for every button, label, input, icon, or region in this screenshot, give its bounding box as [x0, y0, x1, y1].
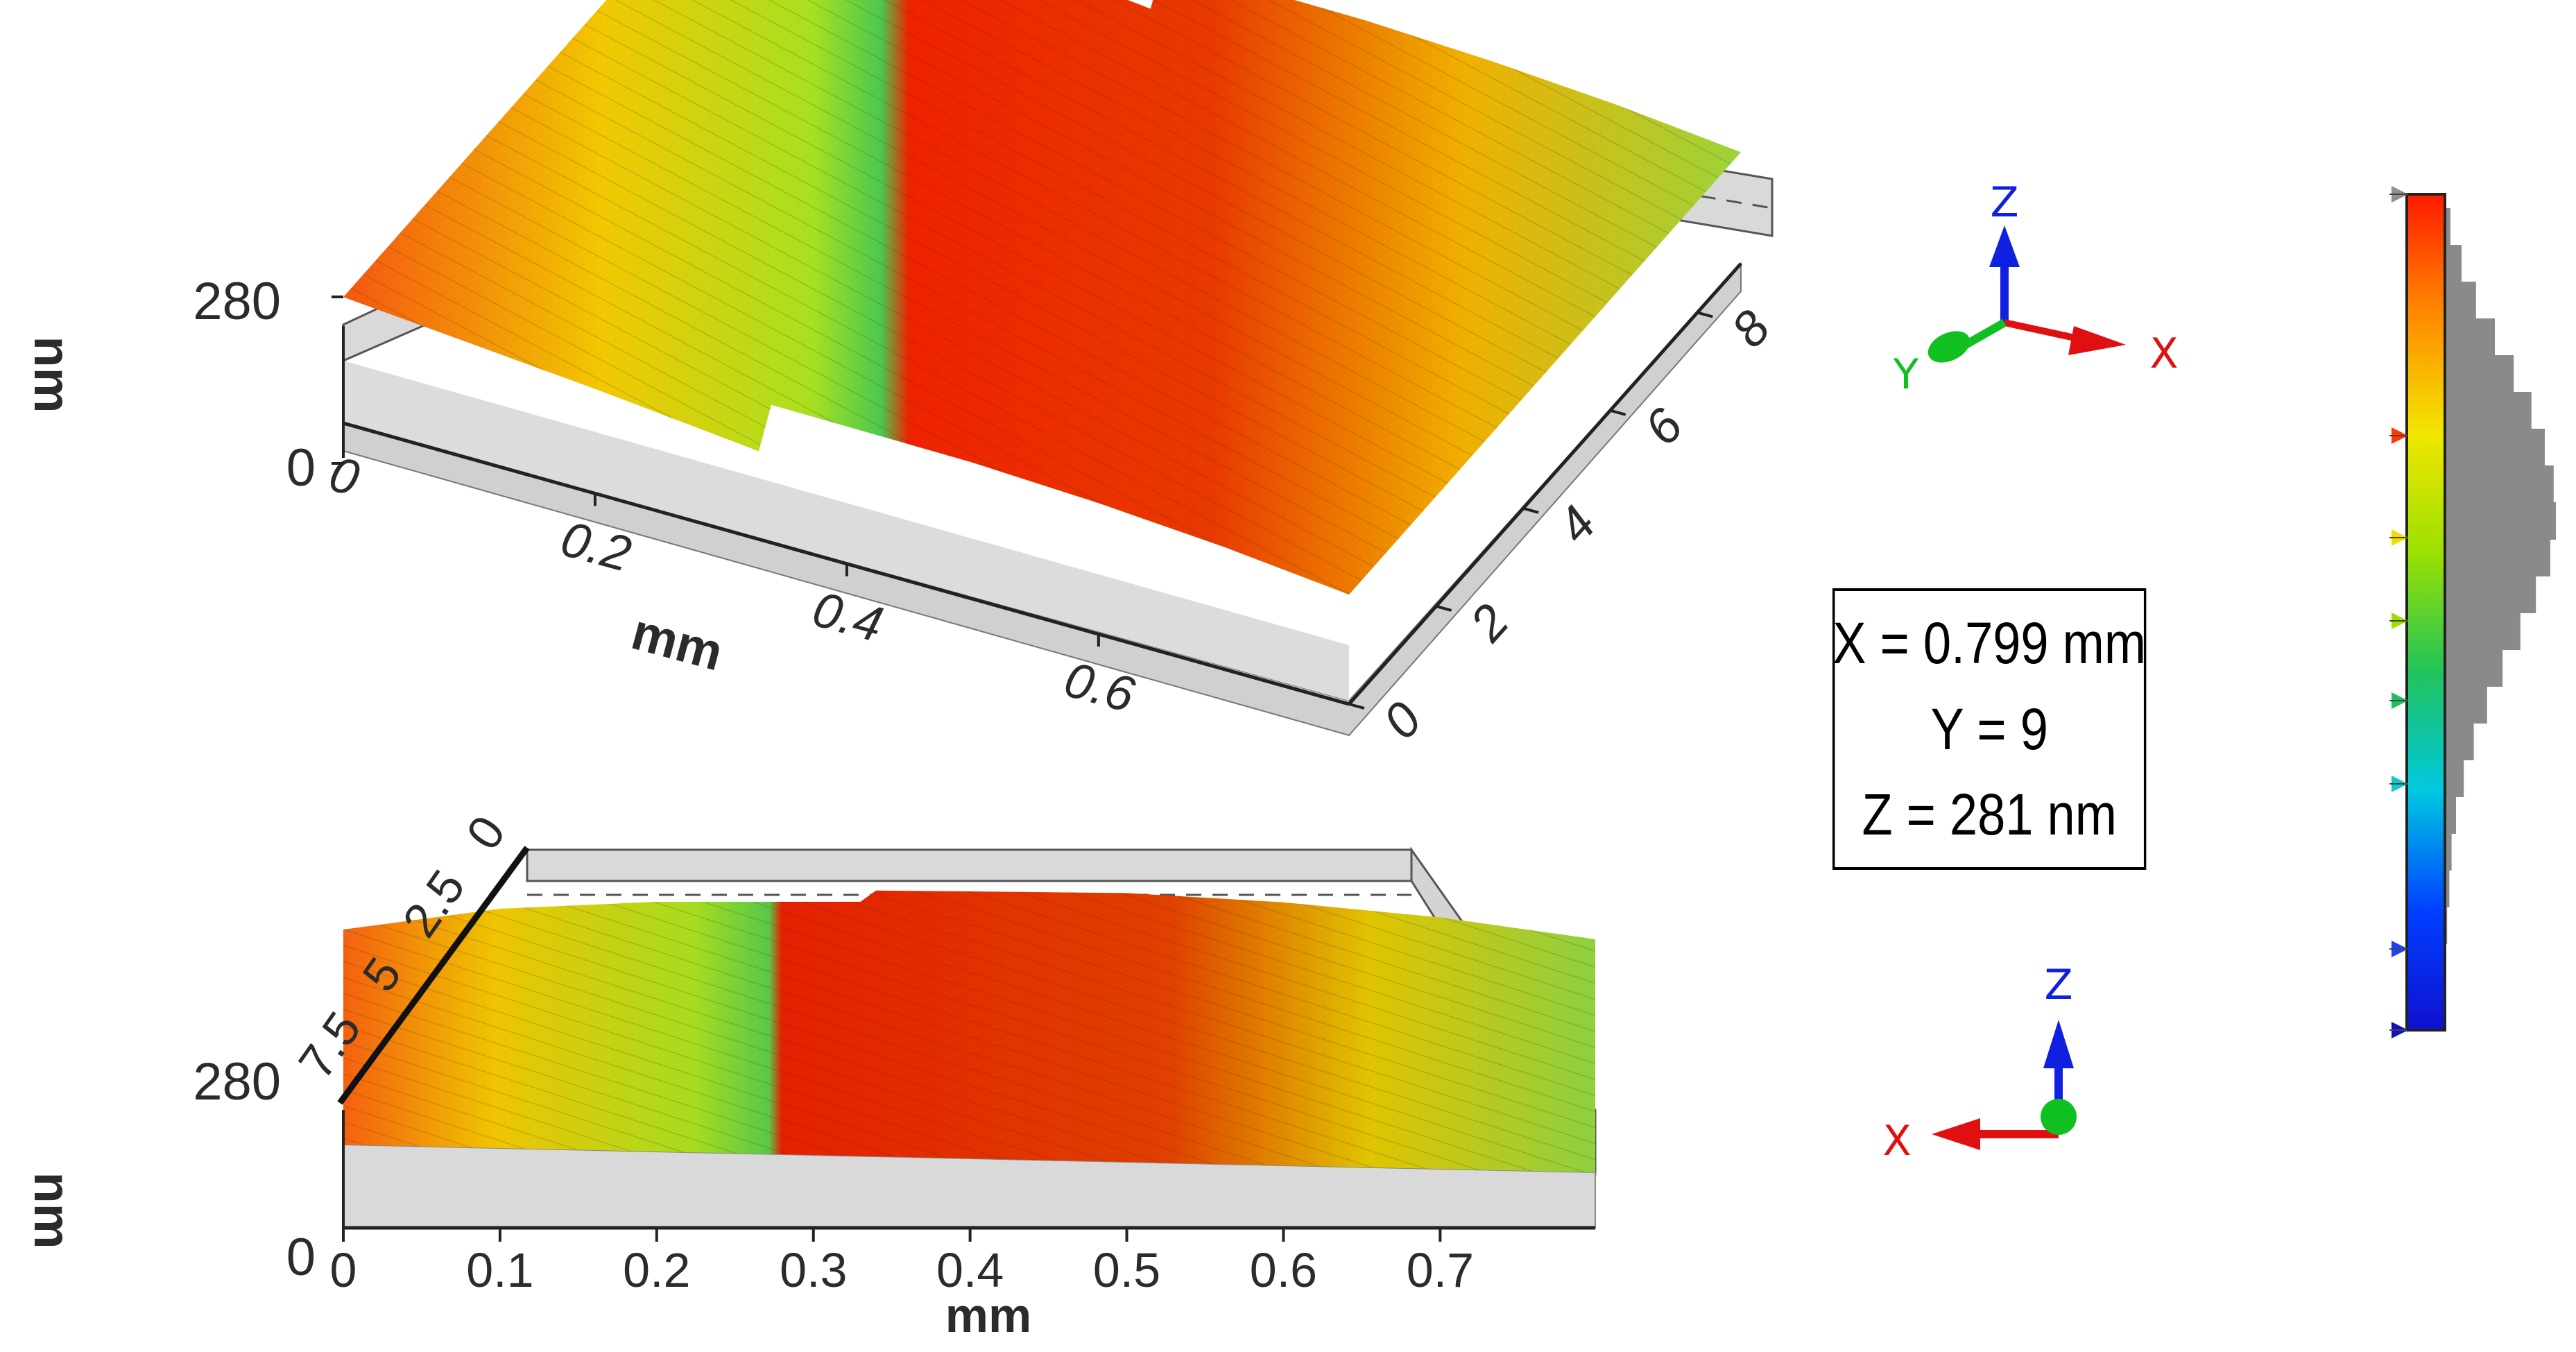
y-axis-line-front [337, 846, 530, 1105]
front-x-tick-label: 0.3 [780, 1243, 847, 1297]
histogram-bar [2445, 355, 2514, 393]
histogram-bar [2445, 429, 2545, 466]
front-x-tick-label: 0.7 [1407, 1243, 1474, 1297]
cursor-readout: X = 0.799 mm Y = 9 Z = 281 nm [1832, 588, 2147, 870]
iso-y-tick-label: 6 [1634, 397, 1694, 456]
z-ticks-isometric: 0 280 [193, 272, 343, 497]
colorbar-bar [2405, 193, 2446, 1032]
indicator-x-arrowhead [2068, 326, 2126, 355]
iso-x-tick-label: 0 [324, 446, 365, 507]
front-y-tick-label: 0 [456, 806, 515, 859]
front-z-tick-label: 280 [193, 1052, 281, 1111]
histogram-bar [2445, 796, 2456, 834]
colorbar-markers [2389, 186, 2408, 1038]
front-x-tick-label: 0.5 [1093, 1243, 1160, 1297]
front-indicator-y-dot [2041, 1099, 2077, 1135]
iso-z-tick-label: 0 [286, 438, 316, 497]
histogram-bar [2445, 208, 2450, 246]
histogram-bar [2445, 723, 2474, 760]
front-indicator-z-arrowhead [2043, 1020, 2074, 1068]
base-front-face [343, 361, 1349, 701]
histogram-bar [2445, 870, 2450, 907]
height-surface-texture [343, 0, 1741, 595]
back-wall-front [526, 848, 1413, 882]
front-x-tick-label: 0 [330, 1243, 357, 1297]
histogram-bar [2445, 502, 2556, 540]
histogram-bar [2445, 760, 2464, 797]
height-histogram [2445, 208, 2556, 944]
indicator-x-label: X [2149, 330, 2178, 378]
histogram-bar [2445, 465, 2554, 503]
histogram-bar [2445, 245, 2462, 282]
x-ticks-front: 0 0.1 0.2 0.3 0.4 0.5 0.6 0.7 [330, 1228, 1474, 1297]
front-x-tick-label: 0.2 [623, 1243, 690, 1297]
iso-y-tick-mark [1348, 703, 1365, 710]
x-axis-label-front: mm [945, 1288, 1031, 1342]
colorbar [2389, 186, 2556, 1038]
z-ticks-front: 0 280 [193, 1052, 316, 1287]
front-indicator-x-label: X [1882, 1117, 1911, 1165]
iso-y-tick-label: 0 [1373, 692, 1432, 749]
front-indicator-x-arrowhead [1932, 1118, 1980, 1150]
indicator-y-head [1927, 331, 1970, 363]
cursor-x: X = 0.799 mm [1832, 610, 2147, 676]
iso-y-tick-mark [1610, 409, 1626, 416]
front-indicator-z-label: Z [2044, 961, 2072, 1009]
axis-indicator-isometric: Z X Y [1893, 178, 2179, 399]
cursor-z: Z = 281 nm [1862, 782, 2117, 848]
x-axis-label-iso: mm [626, 602, 729, 681]
indicator-z-label: Z [1990, 178, 2018, 227]
indicator-y-label: Y [1893, 350, 1919, 399]
histogram-bar [2445, 392, 2532, 429]
histogram-bar [2445, 318, 2495, 356]
histogram-bar [2445, 282, 2476, 319]
iso-y-tick-label: 8 [1721, 300, 1780, 358]
front-x-tick-label: 0.4 [936, 1243, 1004, 1297]
histogram-bar [2445, 833, 2452, 871]
iso-y-tick-label: 4 [1547, 496, 1606, 554]
histogram-bar [2445, 686, 2487, 724]
indicator-x-shaft [2003, 319, 2086, 343]
cursor-y: Y = 9 [1930, 696, 2048, 762]
front-x-tick-label: 0.6 [1250, 1243, 1317, 1297]
front-z-tick-label: 0 [286, 1228, 316, 1287]
axis-indicator-front: Z X [1882, 961, 2077, 1165]
y-axis-line [1348, 262, 1742, 705]
histogram-bar [2445, 613, 2521, 650]
iso-z-tick-label: 280 [193, 272, 281, 331]
indicator-z-arrowhead [1989, 225, 2020, 267]
iso-y-tick-mark [1697, 311, 1713, 318]
x-axis-line [343, 421, 1350, 706]
iso-y-tick-label: 2 [1459, 594, 1520, 652]
iso-y-tick-mark [1436, 604, 1452, 612]
front-x-tick-label: 0.1 [466, 1243, 533, 1297]
histogram-bar [2445, 649, 2503, 687]
histogram-bar [2445, 576, 2536, 613]
histogram-bar [2445, 539, 2550, 576]
iso-y-tick-mark [1522, 506, 1539, 514]
z-axis-label-front: nm [24, 1172, 81, 1249]
height-surface-front-texture [343, 890, 1595, 1172]
z-axis-label-iso: nm [24, 336, 81, 413]
